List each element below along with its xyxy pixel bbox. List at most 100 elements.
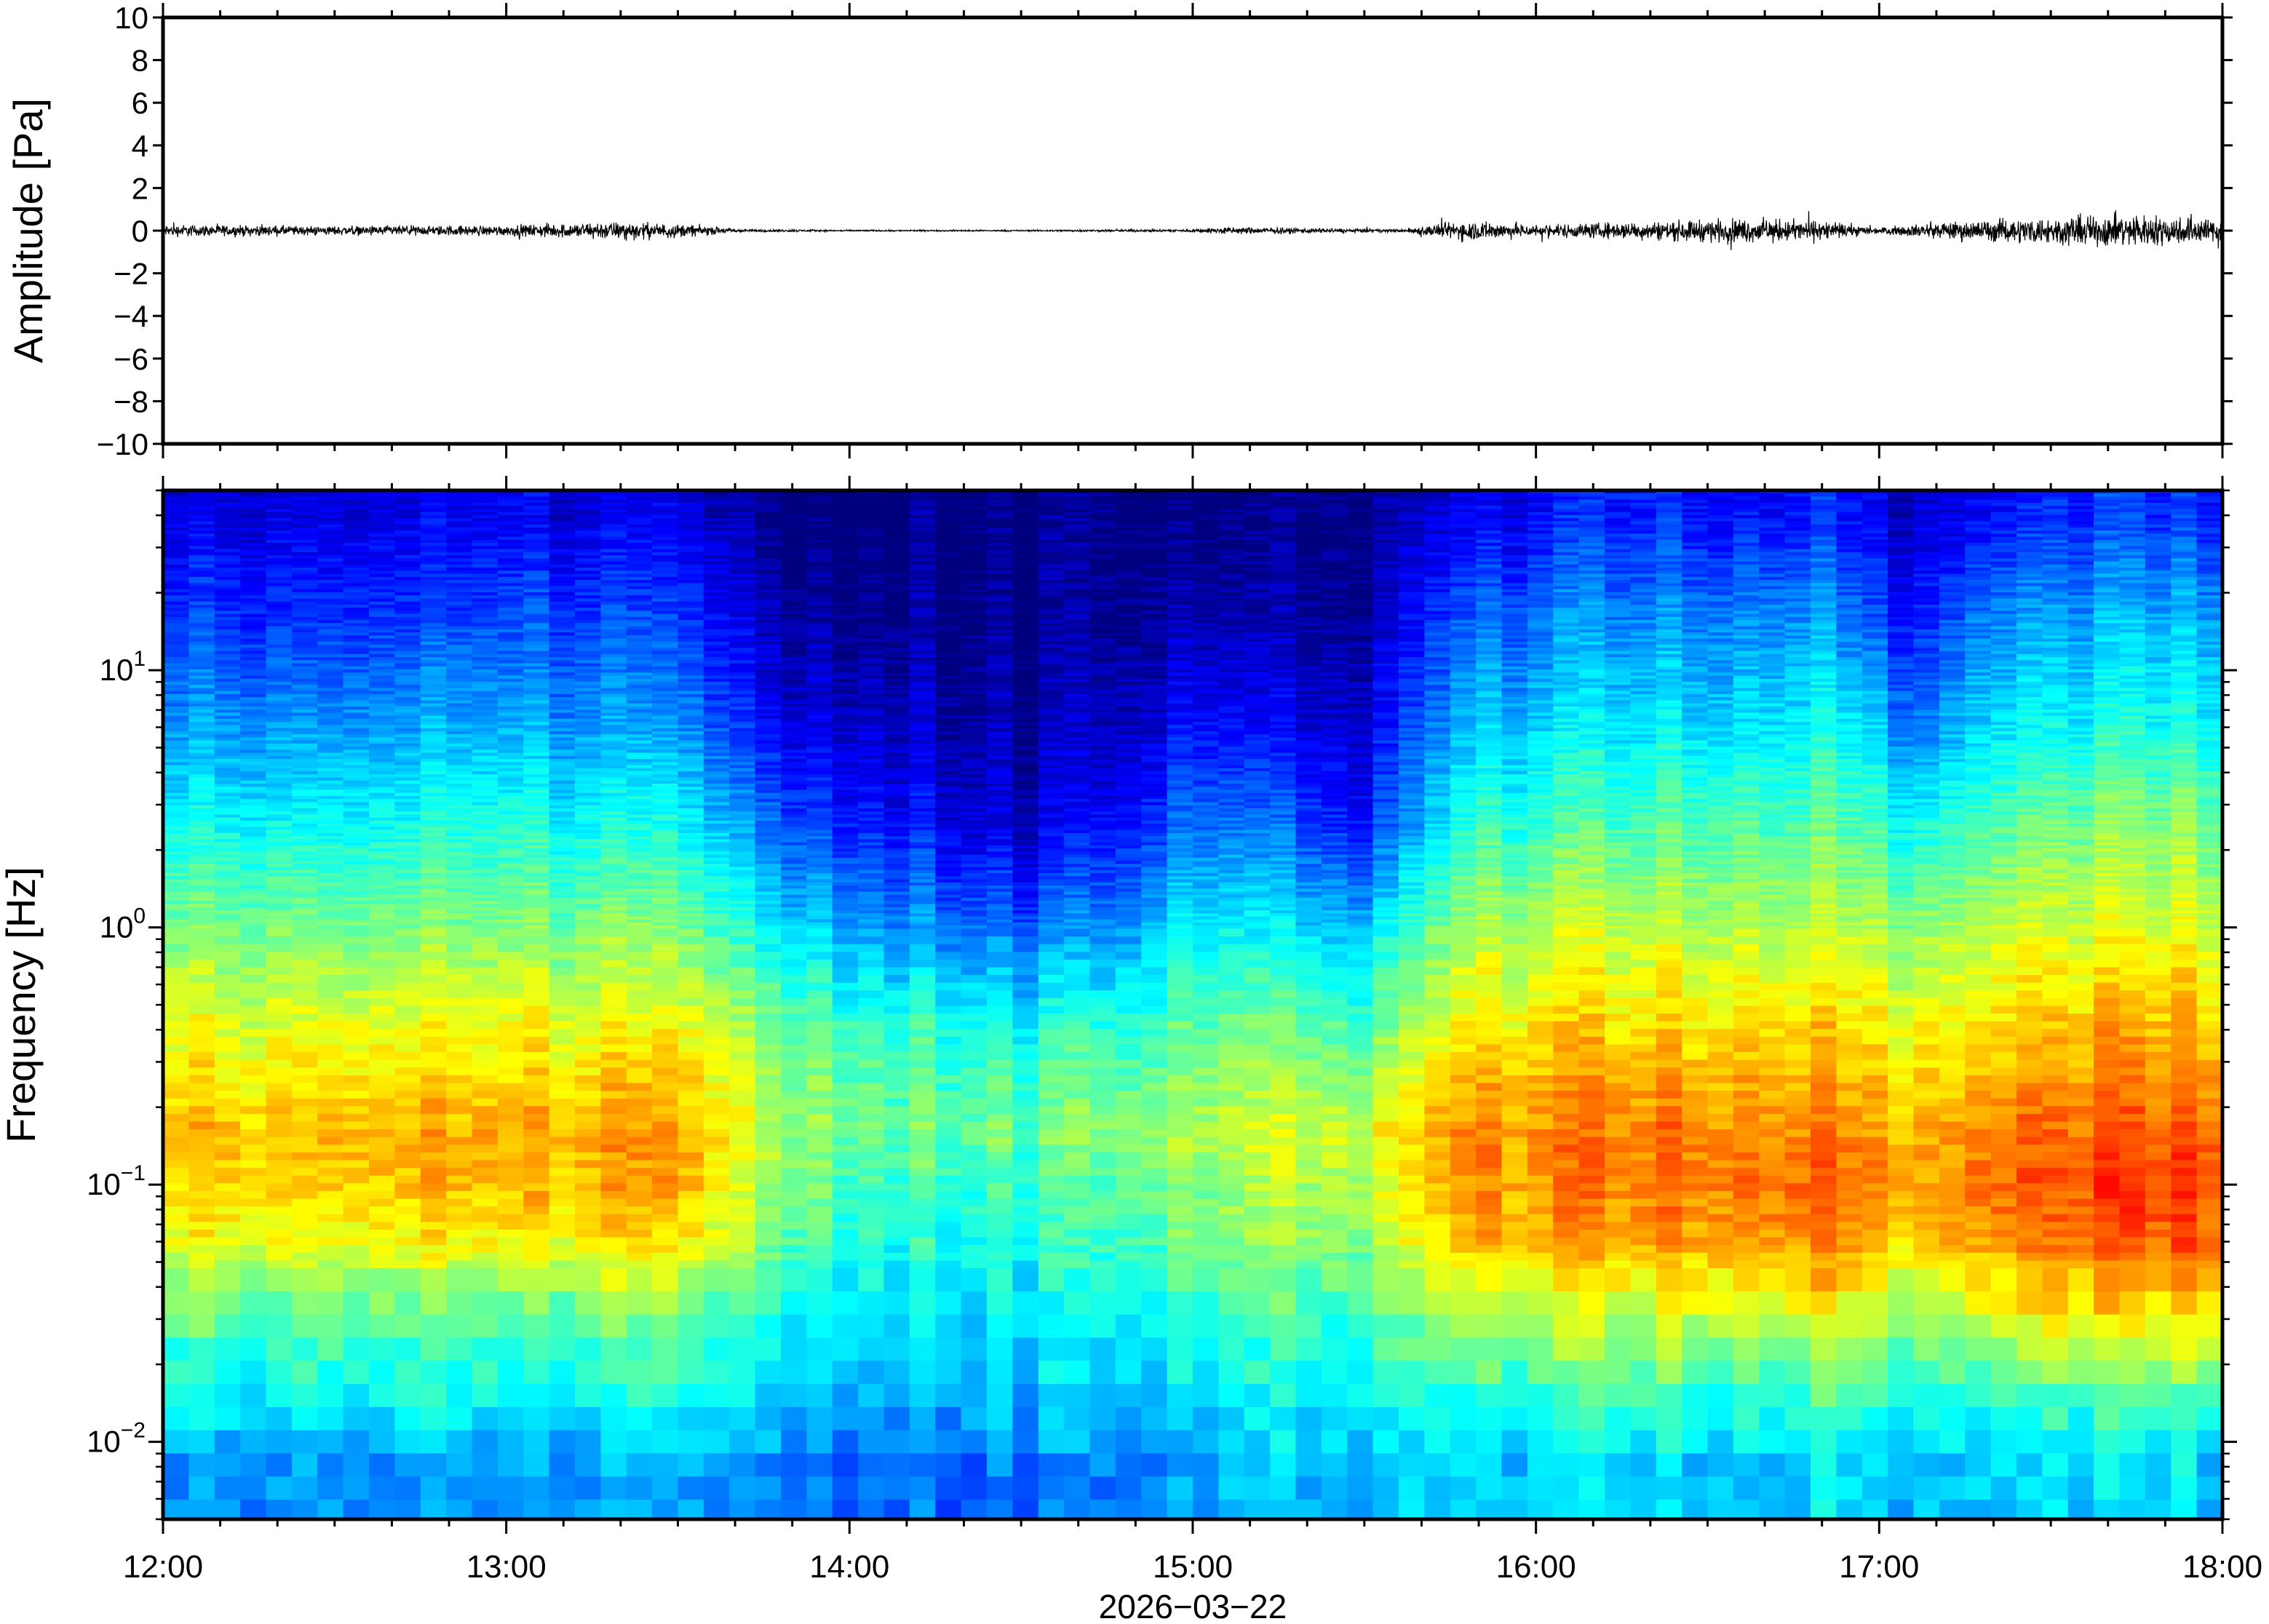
spectrogram-cell [497, 743, 525, 747]
spectrogram-cell [523, 836, 550, 840]
spectrogram-cell [497, 922, 525, 926]
spectrogram-cell [163, 638, 190, 642]
spectrogram-cell [317, 913, 344, 918]
spectrogram-cell [446, 1384, 473, 1408]
spectrogram-cell [652, 706, 679, 710]
spectrogram-cell [677, 1198, 704, 1207]
spectrogram-cell [626, 629, 653, 633]
spectrogram-cell [600, 514, 627, 519]
spectrogram-cell [291, 725, 319, 729]
spectrogram-cell [446, 1453, 473, 1478]
spectrogram-cell [369, 922, 396, 926]
spectrogram-cell [214, 1137, 241, 1146]
spectrogram-cell [497, 737, 525, 741]
spectrogram-cell [703, 1129, 731, 1138]
spectrogram-cell [188, 700, 215, 704]
spectrogram-cell [446, 789, 473, 794]
spectrogram-cell [755, 682, 782, 685]
spectrogram-cell [549, 657, 576, 661]
spectrogram-cell [729, 802, 756, 806]
spectrogram-cell [317, 1430, 344, 1454]
spectrogram-cell [420, 595, 447, 600]
spectrogram-cell [188, 796, 215, 800]
spectrogram-cell [420, 650, 447, 655]
spectrogram-cell [240, 1500, 267, 1519]
spectrogram-cell [472, 780, 498, 784]
spectrogram-cell [214, 496, 241, 501]
spectrogram-cell [703, 1430, 731, 1454]
spectrogram-cell [266, 854, 293, 859]
spectrogram-cell [755, 1067, 782, 1076]
spectrogram-cell [343, 817, 370, 821]
spectrogram-cell [240, 561, 267, 565]
spectrogram-cell [703, 598, 731, 602]
spectrogram-cell [214, 792, 241, 797]
spectrogram-cell [420, 1014, 447, 1022]
spectrogram-cell [266, 944, 293, 952]
spectrogram-cell [497, 552, 525, 556]
spectrogram-cell [317, 755, 344, 760]
spectrogram-cell [266, 583, 293, 587]
spectrogram-cell [600, 592, 627, 596]
spectrogram-cell [317, 657, 344, 661]
spectrogram-cell [549, 802, 576, 806]
spectrogram-cell [317, 1129, 344, 1138]
spectrogram-cell [781, 530, 808, 535]
spectrogram-cell [523, 936, 550, 945]
spectrogram-cell [626, 901, 653, 905]
spectrogram-cell [600, 509, 627, 513]
spectrogram-cell [240, 857, 267, 861]
spectrogram-cell [626, 1029, 653, 1038]
spectrogram-cell [369, 901, 396, 905]
spectrogram-cell [729, 503, 756, 506]
spectrogram-cell [472, 913, 498, 918]
spectrogram-cell [497, 638, 525, 642]
spectrogram-cell [369, 1406, 396, 1431]
spectrogram-cell [755, 512, 782, 516]
spectrogram-cell [755, 1098, 782, 1107]
spectrogram-cell [600, 1245, 627, 1254]
spectrogram-cell [575, 820, 602, 824]
spectrogram-cell [188, 936, 215, 945]
spectrogram-cell [163, 1252, 190, 1262]
spectrogram-cell [497, 873, 525, 877]
spectrogram-cell [214, 829, 241, 834]
spectrogram-cell [755, 672, 782, 677]
spectrogram-cell [677, 982, 704, 991]
spectrogram-cell [575, 836, 602, 840]
spectrogram-cell [214, 805, 241, 809]
spectrogram-cell [626, 570, 653, 575]
waveform-y-tick-label: −6 [114, 342, 148, 376]
spectrogram-cell [497, 521, 525, 525]
spectrogram-cell [266, 1021, 293, 1030]
spectrogram-cell [600, 496, 627, 501]
spectrogram-cell [369, 1075, 396, 1084]
spectrogram-cell [755, 728, 782, 732]
spectrogram-cell [497, 734, 525, 739]
spectrogram-cell [523, 712, 550, 717]
spectrogram-cell [600, 650, 627, 655]
spectrogram-cell [703, 1160, 731, 1169]
spectrogram-cell [549, 857, 576, 861]
spectrogram-cell [369, 926, 396, 930]
spectrogram-cell [291, 564, 319, 568]
spectrogram-cell [266, 780, 293, 784]
spectrogram-cell [214, 1044, 241, 1053]
spectrogram-cell [497, 1175, 525, 1185]
spectrogram-cell [420, 789, 447, 794]
spectrogram-cell [188, 564, 215, 568]
spectrogram-cell [729, 913, 756, 918]
spectrogram-cell [497, 1059, 525, 1068]
spectrogram-cell [600, 1137, 627, 1146]
spectrogram-cell [729, 589, 756, 593]
spectrogram-cell [214, 982, 241, 991]
spectrogram-cell [266, 891, 293, 896]
spectrogram-cell [755, 1044, 782, 1053]
spectrogram-cell [600, 709, 627, 714]
spectrogram-cell [394, 1260, 421, 1269]
spectrogram-cell [472, 650, 498, 655]
spectrogram-cell [755, 1206, 782, 1215]
spectrogram-cell [317, 1260, 344, 1269]
spectrogram-cell [291, 1014, 319, 1022]
spectrogram-cell [575, 975, 602, 984]
